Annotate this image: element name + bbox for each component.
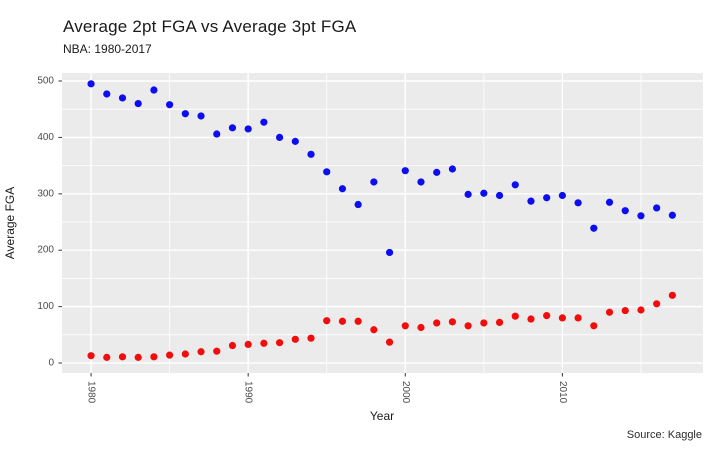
data-point-2pt	[260, 118, 268, 126]
data-point-3pt	[118, 353, 127, 361]
data-point-2pt	[637, 212, 645, 220]
chart-title: Average 2pt FGA vs Average 3pt FGA	[63, 17, 357, 36]
data-point-3pt	[87, 352, 95, 360]
data-point-3pt	[417, 323, 425, 332]
data-point-3pt	[354, 317, 362, 325]
data-point-2pt	[166, 101, 174, 109]
data-point-3pt	[621, 306, 629, 315]
data-point-3pt	[590, 322, 598, 330]
data-point-2pt	[118, 94, 127, 102]
data-point-2pt	[275, 133, 284, 142]
data-point-2pt	[464, 190, 472, 198]
data-point-3pt	[291, 335, 299, 343]
data-point-2pt	[87, 80, 95, 88]
y-axis-title: Average FGA	[3, 186, 17, 260]
data-point-3pt	[213, 347, 221, 355]
data-point-3pt	[401, 322, 409, 330]
data-point-2pt	[448, 165, 457, 173]
data-point-2pt	[621, 207, 629, 215]
data-point-3pt	[338, 317, 347, 325]
data-point-2pt	[323, 168, 331, 176]
data-point-3pt	[150, 353, 158, 361]
data-point-2pt	[495, 191, 504, 200]
data-point-3pt	[433, 319, 441, 327]
data-point-2pt	[668, 211, 676, 219]
y-tick-label: 0	[48, 358, 54, 369]
data-point-2pt	[590, 224, 598, 232]
y-tick-label: 500	[37, 76, 54, 87]
data-point-3pt	[134, 353, 142, 361]
data-point-2pt	[605, 198, 614, 206]
data-point-2pt	[480, 189, 488, 197]
data-point-2pt	[213, 130, 221, 138]
data-point-3pt	[637, 306, 645, 314]
data-point-3pt	[448, 318, 457, 326]
data-point-2pt	[433, 168, 441, 176]
chart-panel: 0 100 200 300 400 500 1980 1990 2000 2010	[37, 73, 703, 404]
data-point-3pt	[668, 291, 676, 299]
data-point-3pt	[260, 339, 268, 347]
data-point-2pt	[543, 194, 551, 202]
data-point-3pt	[464, 322, 472, 330]
data-point-3pt	[574, 314, 582, 322]
source-caption: Source: Kaggle	[626, 429, 702, 441]
data-point-2pt	[574, 199, 582, 207]
x-tick-label: 1990	[243, 381, 254, 404]
y-tick-label: 100	[37, 301, 54, 312]
x-axis-title: Year	[369, 409, 395, 423]
data-point-2pt	[385, 248, 394, 257]
data-point-3pt	[275, 339, 284, 347]
data-point-3pt	[307, 334, 315, 342]
data-point-3pt	[228, 341, 237, 350]
data-point-2pt	[181, 110, 189, 118]
data-point-3pt	[166, 351, 174, 359]
data-point-3pt	[653, 300, 661, 308]
data-point-2pt	[653, 204, 661, 212]
data-point-2pt	[511, 181, 519, 189]
data-point-2pt	[291, 137, 299, 145]
data-point-2pt	[401, 167, 409, 175]
data-point-3pt	[323, 317, 331, 325]
x-tick-label: 2010	[557, 381, 568, 404]
scatter-plot: 0 100 200 300 400 500 1980 1990 2000 2010	[37, 73, 703, 404]
data-point-3pt	[558, 314, 566, 322]
data-point-2pt	[417, 178, 425, 186]
data-point-2pt	[307, 150, 315, 158]
data-point-2pt	[244, 125, 252, 133]
data-point-2pt	[354, 200, 362, 209]
data-point-2pt	[558, 191, 566, 200]
data-point-3pt	[527, 315, 535, 323]
data-point-3pt	[244, 340, 252, 349]
y-tick-label: 300	[37, 188, 54, 199]
data-point-2pt	[134, 99, 142, 108]
data-point-3pt	[370, 326, 378, 334]
data-point-2pt	[370, 178, 378, 186]
chart-subtitle: NBA: 1980-2017	[63, 42, 152, 56]
data-point-2pt	[197, 112, 205, 120]
data-point-2pt	[228, 124, 237, 132]
data-point-2pt	[527, 197, 535, 205]
data-point-3pt	[197, 348, 205, 356]
y-tick-label: 200	[37, 245, 54, 256]
data-point-3pt	[480, 319, 488, 327]
data-point-2pt	[103, 90, 111, 98]
data-point-3pt	[495, 318, 504, 327]
data-point-2pt	[150, 86, 158, 94]
data-point-3pt	[543, 312, 551, 320]
data-point-3pt	[385, 338, 394, 346]
data-point-2pt	[338, 185, 347, 193]
data-point-3pt	[103, 353, 111, 361]
data-point-3pt	[605, 308, 614, 316]
y-tick-label: 400	[37, 132, 54, 143]
data-point-3pt	[181, 350, 189, 358]
x-tick-label: 1980	[86, 381, 97, 404]
data-point-3pt	[511, 312, 519, 320]
x-tick-label: 2000	[400, 381, 411, 404]
